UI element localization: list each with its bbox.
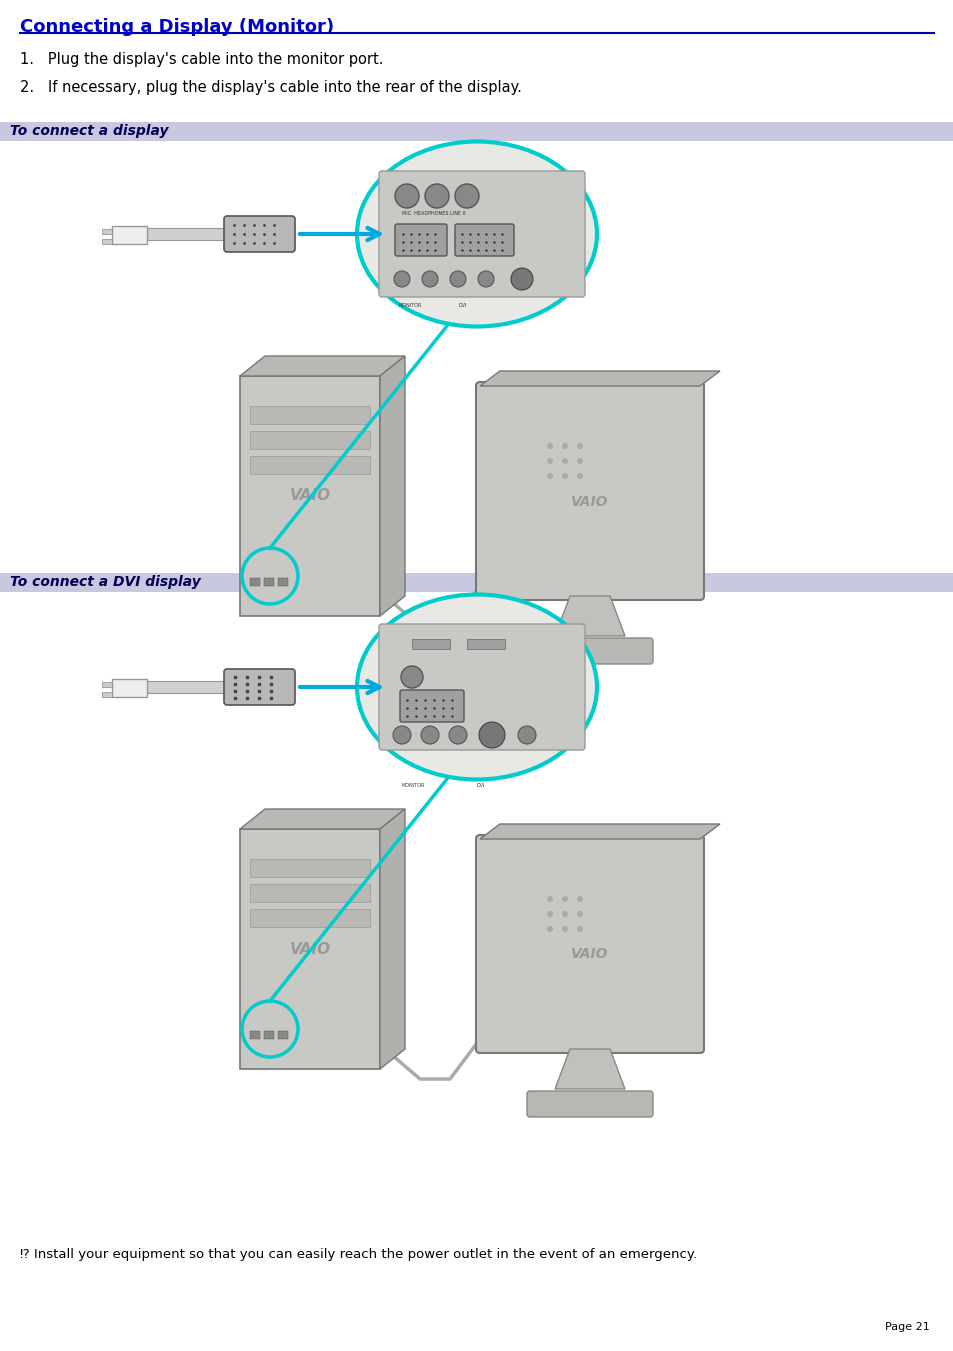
- Circle shape: [577, 443, 582, 449]
- Circle shape: [561, 443, 567, 449]
- Ellipse shape: [356, 594, 597, 780]
- Circle shape: [421, 272, 437, 286]
- Bar: [102, 692, 112, 697]
- Polygon shape: [379, 357, 405, 616]
- Polygon shape: [479, 372, 720, 386]
- Bar: [112, 680, 147, 697]
- Polygon shape: [555, 596, 624, 636]
- Polygon shape: [379, 809, 405, 1069]
- Polygon shape: [240, 809, 405, 830]
- Circle shape: [561, 911, 567, 917]
- Circle shape: [546, 458, 553, 463]
- FancyBboxPatch shape: [395, 224, 447, 255]
- FancyBboxPatch shape: [476, 382, 703, 600]
- FancyArrowPatch shape: [299, 681, 379, 693]
- Circle shape: [400, 666, 422, 688]
- Bar: [147, 228, 232, 240]
- Circle shape: [577, 925, 582, 932]
- Text: MONITOR: MONITOR: [398, 303, 422, 308]
- Bar: [240, 830, 379, 1069]
- Circle shape: [424, 184, 449, 208]
- Bar: [240, 376, 379, 616]
- Circle shape: [449, 725, 467, 744]
- Bar: [277, 1031, 288, 1039]
- Circle shape: [477, 272, 494, 286]
- Circle shape: [450, 272, 465, 286]
- Bar: [467, 639, 504, 648]
- Circle shape: [561, 925, 567, 932]
- FancyBboxPatch shape: [378, 624, 584, 750]
- Text: 2.   If necessary, plug the display's cable into the rear of the display.: 2. If necessary, plug the display's cabl…: [20, 80, 521, 95]
- Text: To connect a DVI display: To connect a DVI display: [10, 576, 200, 589]
- FancyBboxPatch shape: [224, 669, 294, 705]
- Text: MIC  HEADPHONES LINE II: MIC HEADPHONES LINE II: [401, 211, 465, 216]
- FancyBboxPatch shape: [224, 216, 294, 253]
- Text: Page 21: Page 21: [884, 1323, 929, 1332]
- Circle shape: [395, 184, 418, 208]
- Text: VAIO: VAIO: [571, 947, 608, 962]
- Bar: [250, 1031, 260, 1039]
- Circle shape: [546, 473, 553, 480]
- Bar: [250, 909, 370, 927]
- FancyBboxPatch shape: [476, 835, 703, 1052]
- Circle shape: [420, 725, 438, 744]
- Text: VAIO: VAIO: [571, 494, 608, 508]
- Polygon shape: [240, 357, 405, 376]
- Text: 1.   Plug the display's cable into the monitor port.: 1. Plug the display's cable into the mon…: [20, 51, 383, 68]
- Bar: [250, 884, 370, 902]
- Circle shape: [393, 725, 411, 744]
- FancyBboxPatch shape: [526, 638, 652, 663]
- Polygon shape: [479, 824, 720, 839]
- Bar: [102, 230, 112, 234]
- Circle shape: [561, 458, 567, 463]
- Circle shape: [478, 721, 504, 748]
- Circle shape: [394, 272, 410, 286]
- Circle shape: [546, 925, 553, 932]
- Bar: [102, 239, 112, 245]
- Circle shape: [455, 184, 478, 208]
- Circle shape: [561, 896, 567, 902]
- Bar: [264, 578, 274, 586]
- Text: To connect a display: To connect a display: [10, 124, 169, 138]
- Text: MONITOR: MONITOR: [401, 784, 425, 788]
- Text: DVI: DVI: [476, 784, 485, 788]
- Bar: [250, 431, 370, 449]
- Circle shape: [577, 458, 582, 463]
- Circle shape: [511, 267, 533, 290]
- Text: DVI: DVI: [458, 303, 467, 308]
- Text: Connecting a Display (Monitor): Connecting a Display (Monitor): [20, 18, 334, 36]
- FancyBboxPatch shape: [526, 1092, 652, 1117]
- Bar: [250, 578, 260, 586]
- Circle shape: [577, 911, 582, 917]
- Bar: [102, 682, 112, 688]
- Ellipse shape: [356, 142, 597, 327]
- Bar: [147, 681, 232, 693]
- Circle shape: [546, 911, 553, 917]
- Polygon shape: [555, 1048, 624, 1089]
- Bar: [412, 639, 450, 648]
- Bar: [0, 573, 953, 592]
- Circle shape: [577, 473, 582, 480]
- Circle shape: [577, 896, 582, 902]
- Bar: [277, 578, 288, 586]
- Bar: [0, 122, 953, 141]
- Text: VAIO: VAIO: [289, 489, 331, 504]
- Bar: [250, 457, 370, 474]
- Bar: [250, 859, 370, 877]
- Circle shape: [517, 725, 536, 744]
- Bar: [112, 226, 147, 245]
- FancyArrowPatch shape: [299, 228, 379, 240]
- Bar: [250, 407, 370, 424]
- Bar: [264, 1031, 274, 1039]
- FancyBboxPatch shape: [399, 690, 463, 721]
- FancyBboxPatch shape: [378, 172, 584, 297]
- Circle shape: [546, 896, 553, 902]
- FancyBboxPatch shape: [455, 224, 514, 255]
- Circle shape: [561, 473, 567, 480]
- Text: VAIO: VAIO: [289, 942, 331, 957]
- Circle shape: [546, 443, 553, 449]
- Text: ⁉ Install your equipment so that you can easily reach the power outlet in the ev: ⁉ Install your equipment so that you can…: [20, 1248, 697, 1260]
